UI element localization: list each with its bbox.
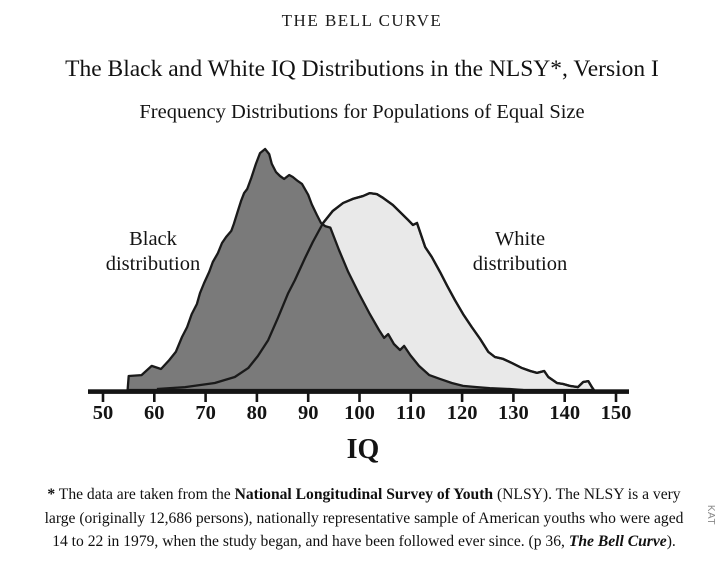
book-running-head: THE BELL CURVE	[281, 11, 443, 30]
footnote-line-3: 14 to 22 in 1979, when the study began, …	[52, 533, 676, 551]
footnote-line-2: large (originally 12,686 persons), natio…	[44, 509, 684, 527]
white-distribution-outline	[156, 191, 595, 391]
white-distribution-label-line1: White	[494, 228, 546, 250]
x-tick-label-140: 140	[549, 402, 581, 424]
black-distribution-area	[126, 147, 525, 392]
x-tick-label-120: 120	[446, 402, 478, 424]
black-distribution-label: Black distribution	[83, 227, 223, 277]
footnote-bold-title: The Bell Curve	[568, 533, 667, 551]
x-axis-title: IQ	[346, 434, 380, 465]
x-axis-line	[88, 389, 629, 394]
x-tick-label-80: 80	[246, 402, 268, 424]
x-tick-label-70: 70	[195, 402, 216, 424]
footnote-line-1: * The data are taken from the National L…	[47, 486, 681, 503]
x-tick-label-60: 60	[144, 402, 165, 424]
footnote: * The data are taken from the National L…	[20, 483, 708, 554]
footnote-bold-nlsy: National Longitudinal Survey of Youth	[234, 486, 494, 503]
chart-title: The Black and White IQ Distributions in …	[65, 56, 659, 82]
x-tick-label-100: 100	[344, 402, 375, 424]
x-tick-label-110: 110	[395, 402, 426, 424]
footnote-asterisk: *	[47, 486, 56, 503]
white-distribution-label-line2: distribution	[472, 253, 568, 275]
chart-subtitle: Frequency Distributions for Populations …	[139, 101, 585, 123]
x-tick-label-90: 90	[297, 402, 319, 424]
black-distribution-label-line2: distribution	[105, 253, 201, 275]
x-tick-label-50: 50	[92, 402, 114, 424]
x-tick-label-130: 130	[498, 402, 529, 424]
black-distribution-label-line1: Black	[129, 228, 177, 250]
x-tick-label-150: 150	[600, 402, 632, 424]
credit-watermark: KAT	[705, 504, 717, 526]
white-distribution-label: White distribution	[450, 227, 590, 277]
